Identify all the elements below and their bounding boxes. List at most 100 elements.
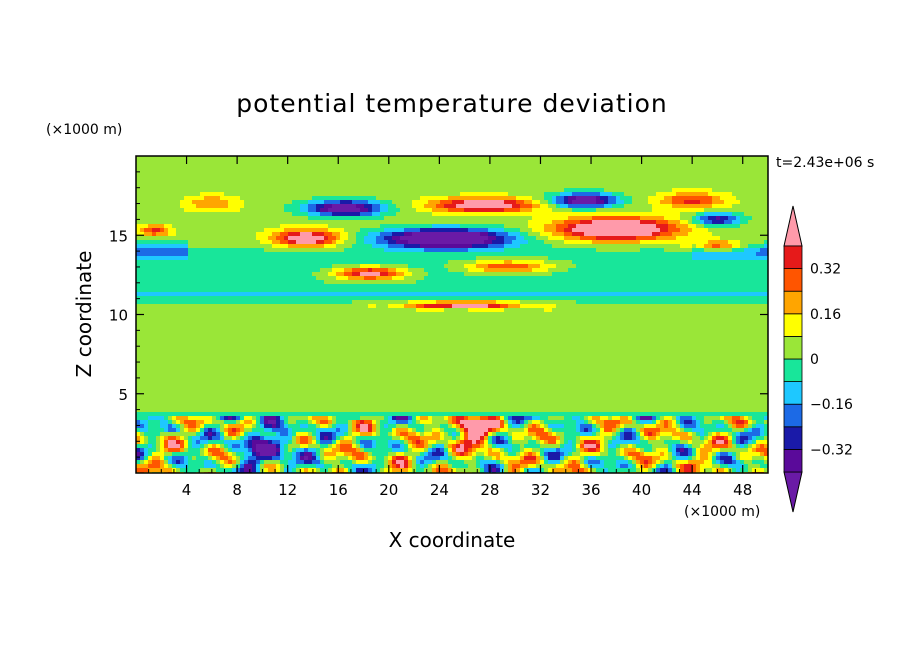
field-cell xyxy=(764,164,768,169)
field-cell xyxy=(552,192,557,197)
field-cell xyxy=(556,268,561,273)
field-cell xyxy=(680,248,685,253)
field-cell xyxy=(156,248,161,253)
field-cell xyxy=(500,220,505,225)
field-cell xyxy=(168,184,173,189)
field-cell xyxy=(356,176,361,181)
field-cell xyxy=(272,268,277,273)
field-cell xyxy=(756,256,761,261)
field-cell xyxy=(376,208,381,213)
field-cell xyxy=(164,196,169,201)
field-cell xyxy=(620,164,625,169)
field-cell xyxy=(472,216,477,221)
field-cell xyxy=(164,188,169,193)
field-cell xyxy=(728,268,733,273)
field-cell xyxy=(692,172,697,177)
field-cell xyxy=(236,208,241,213)
field-cell xyxy=(144,192,149,197)
field-cell xyxy=(448,268,453,273)
field-cell xyxy=(680,216,685,221)
field-cell xyxy=(616,204,621,209)
field-cell xyxy=(696,180,701,185)
field-cell xyxy=(200,216,205,221)
field-cell xyxy=(592,160,597,165)
field-cell xyxy=(568,208,573,213)
field-cell xyxy=(652,192,657,197)
field-cell xyxy=(708,220,713,225)
field-cell xyxy=(648,164,653,169)
field-cell xyxy=(412,260,417,265)
field-cell xyxy=(640,276,645,281)
field-cell xyxy=(712,180,717,185)
field-cell xyxy=(192,208,197,213)
field-cell xyxy=(572,160,577,165)
field-cell xyxy=(636,264,641,269)
field-cell xyxy=(628,240,633,245)
field-cell xyxy=(580,256,585,261)
field-cell xyxy=(348,252,353,257)
field-cell xyxy=(480,176,485,181)
field-cell xyxy=(296,188,301,193)
field-cell xyxy=(744,156,749,161)
field-cell xyxy=(296,280,301,285)
field-cell xyxy=(660,200,665,205)
field-cell xyxy=(764,200,768,205)
field-cell xyxy=(220,188,225,193)
field-cell xyxy=(548,216,553,221)
field-cell xyxy=(428,276,433,281)
field-cell xyxy=(444,164,449,169)
field-cell xyxy=(416,164,421,169)
field-cell xyxy=(520,256,525,261)
field-cell xyxy=(708,172,713,177)
field-cell xyxy=(576,244,581,249)
field-cell xyxy=(288,168,293,173)
field-cell xyxy=(600,204,605,209)
field-cell xyxy=(756,220,761,225)
field-cell xyxy=(548,204,553,209)
field-cell xyxy=(600,268,605,273)
field-cell xyxy=(144,188,149,193)
field-cell xyxy=(760,200,765,205)
field-cell xyxy=(220,256,225,261)
field-cell xyxy=(144,204,149,209)
field-cell xyxy=(460,212,465,217)
field-cell xyxy=(348,224,353,229)
field-cell xyxy=(724,176,729,181)
field-cell xyxy=(536,168,541,173)
field-cell xyxy=(568,216,573,221)
field-cell xyxy=(516,216,521,221)
field-cell xyxy=(648,232,653,237)
field-cell xyxy=(696,176,701,181)
field-cell xyxy=(400,252,405,257)
field-cell xyxy=(200,200,205,205)
field-cell xyxy=(404,176,409,181)
field-cell xyxy=(288,204,293,209)
field-cell xyxy=(452,276,457,281)
field-cell xyxy=(448,184,453,189)
field-cell xyxy=(364,192,369,197)
field-cell xyxy=(140,156,145,161)
field-cell xyxy=(532,256,537,261)
field-cell xyxy=(336,224,341,229)
field-cell xyxy=(140,248,145,253)
field-cell xyxy=(472,212,477,217)
field-cell xyxy=(196,192,201,197)
field-cell xyxy=(300,180,305,185)
field-cell xyxy=(644,276,649,281)
field-cell xyxy=(520,212,525,217)
field-cell xyxy=(436,268,441,273)
field-cell xyxy=(340,232,345,237)
field-cell xyxy=(724,268,729,273)
field-cell xyxy=(756,204,761,209)
field-cell xyxy=(572,256,577,261)
field-cell xyxy=(400,196,405,201)
field-cell xyxy=(608,164,613,169)
field-cell xyxy=(676,200,681,205)
field-cell xyxy=(504,216,509,221)
field-cell xyxy=(236,176,241,181)
field-cell xyxy=(268,260,273,265)
field-cell xyxy=(244,156,249,161)
field-cell xyxy=(648,220,653,225)
field-cell xyxy=(176,220,181,225)
field-cell xyxy=(540,228,545,233)
